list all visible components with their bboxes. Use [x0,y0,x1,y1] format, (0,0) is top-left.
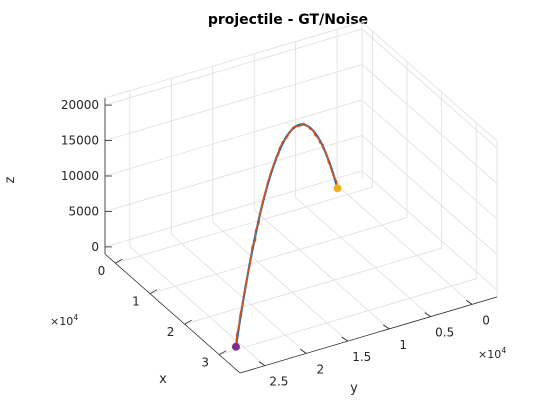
grid-line [104,64,363,141]
grid-line [115,186,373,264]
grid-line [171,234,307,354]
grid-line [149,217,408,295]
tick-labels: 0 1 2 3 0 0.5 1 1.5 2 2.5 0 5000 10000 15000 20000 [61,98,490,389]
z-tick-label: 15000 [61,134,99,148]
x-tick-label: 3 [201,356,209,370]
y-tick-label: 2 [317,362,325,376]
x-tick-label: 1 [132,295,140,309]
grid-line [129,246,266,366]
grid-line [361,64,498,184]
grid-line [336,185,473,305]
z-axis-label: z [3,176,18,183]
y-axis-label: y [350,381,358,396]
y-tick-label: 2.5 [269,375,288,389]
y-tick-label: 0.5 [435,326,454,340]
grid-line [212,221,349,342]
x-tick-mark [115,258,123,264]
y-tick-label: 0 [482,313,490,327]
grid-line [295,197,431,317]
grid-line [361,135,498,255]
grid-line [361,21,498,142]
grid-line [184,247,442,325]
trajectory-series [235,122,339,347]
z-tick-label: 20000 [61,98,99,112]
grid-line [253,209,390,330]
axes [104,98,498,374]
start-marker [231,342,240,351]
y-tick-mark [341,336,348,342]
grid-line [104,99,363,177]
grid-line [104,28,363,106]
x-multiplier: ×104 [50,313,78,328]
grid-line [104,170,363,248]
grid-line [104,21,363,99]
end-marker [333,184,342,193]
x-axis-line [104,253,241,374]
y-tick-label: 1.5 [352,350,371,364]
series [234,122,339,347]
x-tick-mark [149,289,158,295]
x-tick-mark [219,350,227,356]
x-axis-label: x [159,372,167,387]
z-tick-label: 0 [91,240,99,254]
y-axis-line [239,296,498,374]
markers [231,184,342,351]
chart-title: projectile - GT/Noise [208,12,368,28]
grid-line [361,28,498,149]
z-tick-label: 5000 [68,204,99,218]
grid-line [361,170,498,291]
y-tick-mark [465,300,473,305]
z-tick-label: 10000 [61,169,99,183]
x-tick-mark [184,319,192,325]
y-tick-mark [300,349,307,354]
x-tick-label: 2 [167,325,175,339]
x-tick-label: 0 [98,264,106,278]
grid-line [361,99,498,220]
y-tick-mark [258,361,266,366]
y-multiplier: ×104 [478,346,506,361]
y-tick-label: 1 [399,338,407,352]
grid [104,21,498,366]
y-tick-mark [383,324,390,330]
grid-line [104,135,363,212]
y-tick-mark [424,312,431,317]
grid-line [219,278,477,356]
